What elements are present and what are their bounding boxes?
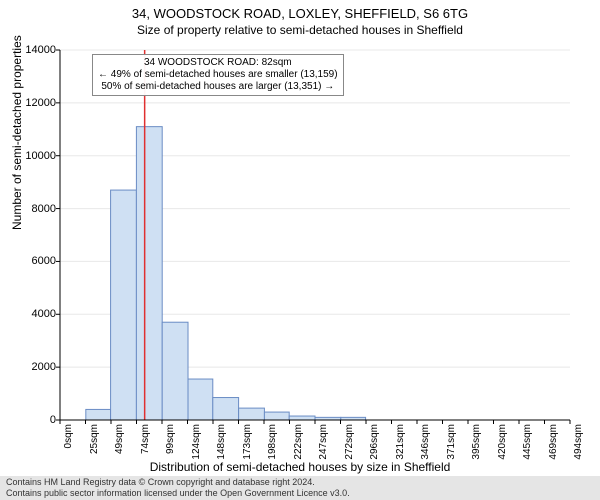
footer-line-1: Contains HM Land Registry data © Crown c… [6, 477, 594, 488]
annotation-line: 34 WOODSTOCK ROAD: 82sqm [98, 57, 338, 69]
attribution-footer: Contains HM Land Registry data © Crown c… [0, 476, 600, 500]
annotation-line: ← 49% of semi-detached houses are smalle… [98, 69, 338, 81]
y-tick-label: 12000 [16, 97, 56, 109]
y-tick-label: 2000 [16, 361, 56, 373]
y-tick-label: 14000 [16, 44, 56, 56]
chart-title-block: 34, WOODSTOCK ROAD, LOXLEY, SHEFFIELD, S… [0, 0, 600, 37]
chart-title-main: 34, WOODSTOCK ROAD, LOXLEY, SHEFFIELD, S… [0, 6, 600, 21]
y-tick-label: 10000 [16, 150, 56, 162]
chart-title-sub: Size of property relative to semi-detach… [0, 23, 600, 37]
y-axis-label: Number of semi-detached properties [10, 35, 24, 230]
y-tick-label: 8000 [16, 203, 56, 215]
chart-area: 020004000600080001000012000140000sqm25sq… [60, 50, 570, 420]
x-axis-label: Distribution of semi-detached houses by … [0, 460, 600, 474]
histogram-plot [60, 50, 570, 420]
y-tick-label: 6000 [16, 255, 56, 267]
y-tick-label: 0 [16, 414, 56, 426]
marker-annotation: 34 WOODSTOCK ROAD: 82sqm← 49% of semi-de… [92, 54, 344, 96]
annotation-line: 50% of semi-detached houses are larger (… [98, 81, 338, 93]
footer-line-2: Contains public sector information licen… [6, 488, 594, 499]
y-tick-label: 4000 [16, 308, 56, 320]
